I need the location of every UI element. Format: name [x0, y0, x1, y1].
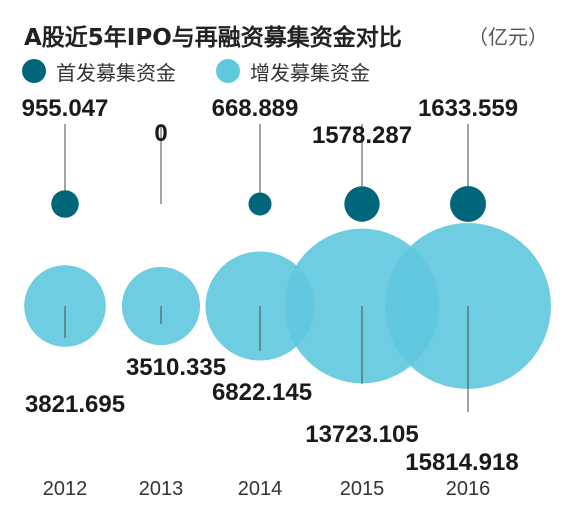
legend-label-follow-on: 增发募集资金 [250, 60, 370, 85]
year-label-2012: 2012 [43, 478, 88, 500]
ipo-bubble-2012 [51, 190, 79, 218]
ipo-value-label-2012: 955.047 [22, 95, 109, 122]
follow-on-value-label-2012: 3821.695 [25, 391, 125, 418]
legend-item-follow-on: 增发募集资金 [216, 58, 370, 85]
year-label-2013: 2013 [139, 478, 184, 500]
ipo-bubble-2014 [248, 192, 272, 216]
ipo-value-label-2015: 1578.287 [312, 122, 412, 149]
follow-on-value-label-2015: 13723.105 [305, 421, 418, 448]
legend-swatch-ipo [22, 59, 46, 83]
legend-swatch-follow-on [216, 59, 240, 83]
ipo-value-label-2014: 668.889 [212, 95, 299, 122]
follow-on-value-label-2014: 6822.145 [212, 379, 312, 406]
chart-title: A股近5年IPO与再融资募集资金对比 [24, 25, 402, 51]
ipo-bubble-2015 [344, 186, 380, 222]
ipo-value-label-2013: 0 [154, 120, 167, 147]
legend-label-ipo: 首发募集资金 [56, 60, 176, 85]
year-label-2015: 2015 [340, 478, 385, 500]
year-label-2016: 2016 [446, 478, 491, 500]
follow-on-value-label-2013: 3510.335 [126, 354, 226, 381]
ipo-bubble-2016 [450, 186, 486, 222]
legend-item-ipo: 首发募集资金 [22, 58, 176, 85]
ipo-value-label-2016: 1633.559 [418, 95, 518, 122]
unit-label: （亿元） [468, 25, 548, 49]
year-label-2014: 2014 [238, 478, 283, 500]
follow-on-value-label-2016: 15814.918 [405, 449, 518, 476]
